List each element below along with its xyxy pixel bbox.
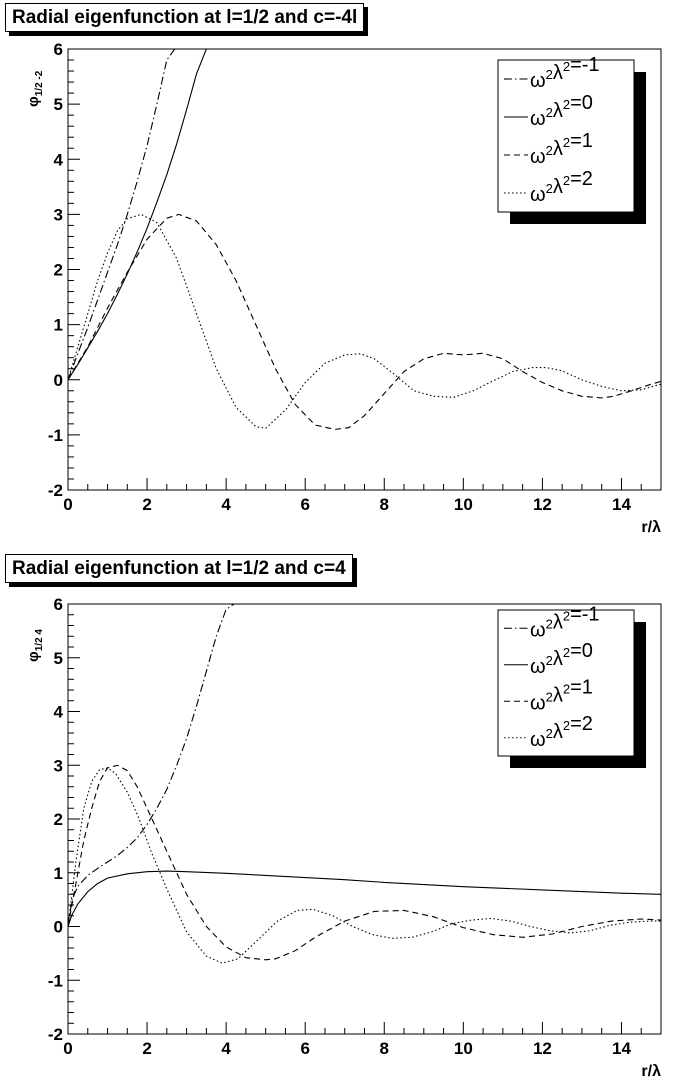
y-tick-label: -1 <box>48 426 63 445</box>
y-tick-label: 3 <box>54 756 63 775</box>
y-axis-label: φ1/2 -2 <box>25 70 45 107</box>
legend-label: ω2λ2=-1 <box>530 603 600 641</box>
x-tick-label: 6 <box>300 495 309 514</box>
y-tick-label: 4 <box>54 150 64 169</box>
chart-panel-1: 0 2 4 6 8 10 12 14 -2 -1 0 1 2 3 4 5 6 r/λ φ1/2 -2 ω2λ2=-1 ω… <box>5 3 662 536</box>
legend-label: ω2λ2=0 <box>530 640 593 678</box>
legend-label: ω2λ2=1 <box>530 676 593 714</box>
x-tick-label: 0 <box>63 495 72 514</box>
y-tick-label: 0 <box>54 918 63 937</box>
y-tick-label: 0 <box>54 371 63 390</box>
series-line-1 <box>68 49 176 380</box>
x-axis-label: r/λ <box>641 519 661 536</box>
series-line-2 <box>68 49 211 381</box>
chart-title: Radial eigenfunction at l=1/2 and c=4 <box>5 554 353 583</box>
x-tick-label: 10 <box>454 1039 473 1058</box>
x-tick-label: 2 <box>142 495 151 514</box>
legend-label: ω2λ2=1 <box>530 130 593 168</box>
chart-title: Radial eigenfunction at l=1/2 and c=-4l <box>5 3 365 32</box>
x-tick-label: 6 <box>300 1039 309 1058</box>
legend-label: ω2λ2=-1 <box>530 54 600 92</box>
y-tick-label: 6 <box>54 595 63 614</box>
x-axis-label: r/λ <box>641 1063 661 1080</box>
y-tick-label: 6 <box>54 40 63 59</box>
y-tick-label: -2 <box>48 1025 63 1044</box>
y-tick-label: -2 <box>48 481 63 500</box>
y-tick-label: 5 <box>54 95 63 114</box>
legend-label: ω2λ2=2 <box>530 168 593 206</box>
x-tick-label: 14 <box>612 495 631 514</box>
x-tick-label: 12 <box>533 495 552 514</box>
y-tick-label: 5 <box>54 649 63 668</box>
y-axis-label: φ1/2 4 <box>25 629 45 662</box>
y-tick-label: 1 <box>54 316 63 335</box>
series-line-1 <box>68 604 235 927</box>
series-line-4 <box>68 213 661 429</box>
y-tick-label: 4 <box>54 703 64 722</box>
y-tick-label: 1 <box>54 864 63 883</box>
series-line-2 <box>68 870 661 927</box>
chart-panel-2: 0 2 4 6 8 10 12 14 -2 -1 0 1 2 3 4 5 6 r/λ φ1/2 4 ω2λ2=-1 ω2… <box>0 544 679 1089</box>
x-tick-label: 8 <box>380 495 389 514</box>
y-tick-label: 2 <box>54 261 63 280</box>
x-tick-label: 4 <box>221 1039 231 1058</box>
legend-label: ω2λ2=2 <box>530 713 593 751</box>
series-line-4 <box>68 767 661 964</box>
legend-box <box>497 609 635 757</box>
y-tick-label: 3 <box>54 205 63 224</box>
x-tick-label: 4 <box>221 495 231 514</box>
x-tick-label: 2 <box>142 1039 151 1058</box>
x-tick-label: 12 <box>533 1039 552 1058</box>
x-tick-label: 10 <box>454 495 473 514</box>
series-line-3 <box>68 764 661 961</box>
series-line-3 <box>68 213 661 430</box>
x-tick-label: 8 <box>380 1039 389 1058</box>
x-tick-label: 0 <box>63 1039 72 1058</box>
legend-box <box>497 59 635 213</box>
y-tick-label: 2 <box>54 810 63 829</box>
x-tick-label: 14 <box>612 1039 631 1058</box>
legend-label: ω2λ2=0 <box>530 92 593 130</box>
y-tick-label: -1 <box>48 971 63 990</box>
